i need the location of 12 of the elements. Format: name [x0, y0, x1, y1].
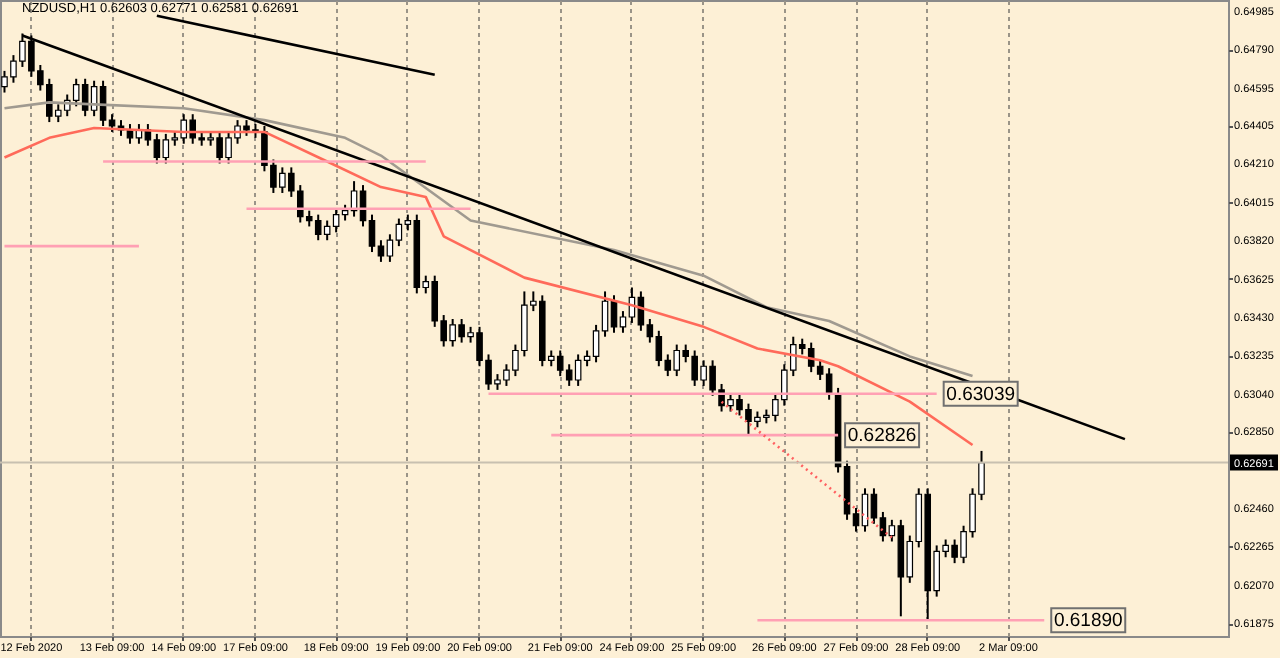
candlestick	[162, 132, 170, 165]
series-label: 0.63039	[946, 383, 1016, 406]
candlestick	[323, 219, 331, 242]
candlestick	[332, 207, 340, 234]
series-label: 0.62826	[847, 425, 917, 448]
series-label: 0.61890	[1053, 610, 1123, 633]
candlestick	[153, 132, 161, 165]
candlestick	[72, 77, 80, 108]
candlestick	[655, 329, 663, 368]
candlestick	[565, 363, 573, 387]
candlestick	[574, 353, 582, 387]
candlestick	[807, 341, 815, 374]
